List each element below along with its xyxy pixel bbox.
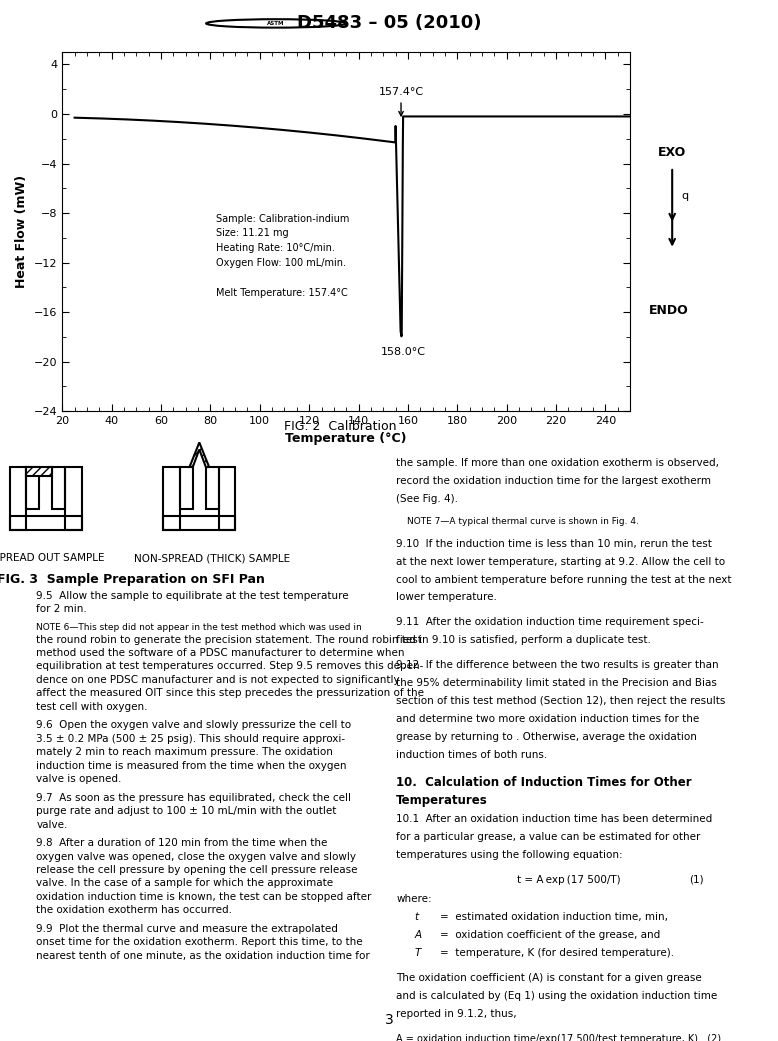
Bar <box>163 516 235 530</box>
Text: NON-SPREAD (THICK) SAMPLE: NON-SPREAD (THICK) SAMPLE <box>135 554 290 563</box>
Text: D5483 – 05 (2010): D5483 – 05 (2010) <box>296 15 482 32</box>
Text: 9.11  After the oxidation induction time requirement speci-: 9.11 After the oxidation induction time … <box>396 617 704 628</box>
Text: release the cell pressure by opening the cell pressure release: release the cell pressure by opening the… <box>37 865 358 875</box>
Bar <box>52 467 65 509</box>
Text: 9.10  If the induction time is less than 10 min, rerun the test: 9.10 If the induction time is less than … <box>396 539 712 549</box>
Text: induction time is measured from the time when the oxygen: induction time is measured from the time… <box>37 761 347 770</box>
Text: 9.6  Open the oxygen valve and slowly pressurize the cell to: 9.6 Open the oxygen valve and slowly pre… <box>37 720 352 731</box>
Text: the oxidation exotherm has occurred.: the oxidation exotherm has occurred. <box>37 906 233 915</box>
Text: 9.5  Allow the sample to equilibrate at the test temperature: 9.5 Allow the sample to equilibrate at t… <box>37 591 349 601</box>
Text: record the oxidation induction time for the largest exotherm: record the oxidation induction time for … <box>396 477 711 486</box>
Text: Temperatures: Temperatures <box>396 794 488 807</box>
Polygon shape <box>190 442 209 467</box>
Text: 157.4°C: 157.4°C <box>378 87 423 116</box>
Text: affect the measured OIT since this step precedes the pressurization of the: affect the measured OIT since this step … <box>37 688 425 699</box>
Text: cool to ambient temperature before running the test at the next: cool to ambient temperature before runni… <box>396 575 732 585</box>
Text: A = oxidation induction time/exp(17 500/test temperature, K).  (2): A = oxidation induction time/exp(17 500/… <box>396 1034 721 1041</box>
Text: for 2 min.: for 2 min. <box>37 605 87 614</box>
Text: t = A exp (17 500/T): t = A exp (17 500/T) <box>517 874 621 885</box>
Text: 9.8  After a duration of 120 min from the time when the: 9.8 After a duration of 120 min from the… <box>37 838 328 848</box>
Text: oxygen valve was opened, close the oxygen valve and slowly: oxygen valve was opened, close the oxyge… <box>37 852 356 862</box>
Text: method used the software of a PDSC manufacturer to determine when: method used the software of a PDSC manuf… <box>37 648 405 658</box>
Text: lower temperature.: lower temperature. <box>396 592 497 603</box>
Text: (1): (1) <box>689 874 703 885</box>
Text: section of this test method (Section 12), then reject the results: section of this test method (Section 12)… <box>396 696 726 706</box>
Text: and is calculated by (Eq 1) using the oxidation induction time: and is calculated by (Eq 1) using the ox… <box>396 991 717 1000</box>
Text: 158.0°C: 158.0°C <box>381 348 426 357</box>
Text: NOTE 7—A typical thermal curve is shown in Fig. 4.: NOTE 7—A typical thermal curve is shown … <box>408 517 640 527</box>
Bar <box>26 467 52 476</box>
Bar <box>26 467 39 509</box>
Text: (See Fig. 4).: (See Fig. 4). <box>396 494 458 504</box>
Text: 10.  Calculation of Induction Times for Other: 10. Calculation of Induction Times for O… <box>396 777 692 789</box>
Text: ASTM: ASTM <box>268 21 285 26</box>
X-axis label: Temperature (°C): Temperature (°C) <box>286 432 407 445</box>
Text: for a particular grease, a value can be estimated for other: for a particular grease, a value can be … <box>396 832 701 842</box>
Text: 9.12  If the difference between the two results is greater than: 9.12 If the difference between the two r… <box>396 660 719 670</box>
Text: Sample: Calibration-indium
Size: 11.21 mg
Heating Rate: 10°C/min.
Oxygen Flow: 1: Sample: Calibration-indium Size: 11.21 m… <box>216 213 349 298</box>
Text: the sample. If more than one oxidation exotherm is observed,: the sample. If more than one oxidation e… <box>396 458 720 468</box>
Text: =  estimated oxidation induction time, min,: = estimated oxidation induction time, mi… <box>440 912 668 922</box>
Text: purge rate and adjust to 100 ± 10 mL/min with the outlet: purge rate and adjust to 100 ± 10 mL/min… <box>37 806 337 816</box>
Bar <box>65 467 82 530</box>
Text: FIG. 2  Calibration: FIG. 2 Calibration <box>284 420 396 433</box>
Text: =  oxidation coefficient of the grease, and: = oxidation coefficient of the grease, a… <box>440 930 661 940</box>
Text: fied in 9.10 is satisfied, perform a duplicate test.: fied in 9.10 is satisfied, perform a dup… <box>396 635 651 645</box>
Text: at the next lower temperature, starting at 9.2. Allow the cell to: at the next lower temperature, starting … <box>396 557 725 566</box>
Text: 3: 3 <box>384 1013 394 1027</box>
Text: and determine two more oxidation induction times for the: and determine two more oxidation inducti… <box>396 714 699 723</box>
Text: EXO: EXO <box>658 146 686 159</box>
Text: the round robin to generate the precision statement. The round robin test: the round robin to generate the precisio… <box>37 635 422 644</box>
Text: The oxidation coefficient (A) is constant for a given grease: The oxidation coefficient (A) is constan… <box>396 973 702 983</box>
Y-axis label: Heat Flow (mW): Heat Flow (mW) <box>16 175 28 288</box>
Text: onset time for the oxidation exotherm. Report this time, to the: onset time for the oxidation exotherm. R… <box>37 937 363 947</box>
Text: temperatures using the following equation:: temperatures using the following equatio… <box>396 849 623 860</box>
Text: FIG. 3  Sample Preparation on SFI Pan: FIG. 3 Sample Preparation on SFI Pan <box>0 573 265 586</box>
Text: 10.1  After an oxidation induction time has been determined: 10.1 After an oxidation induction time h… <box>396 814 713 823</box>
Text: SPREAD OUT SAMPLE: SPREAD OUT SAMPLE <box>0 554 105 563</box>
Bar <box>180 467 193 509</box>
Text: =  temperature, K (for desired temperature).: = temperature, K (for desired temperatur… <box>440 948 675 958</box>
Bar <box>10 467 26 530</box>
Text: 9.9  Plot the thermal curve and measure the extrapolated: 9.9 Plot the thermal curve and measure t… <box>37 924 338 934</box>
Text: where:: where: <box>396 894 432 905</box>
Text: induction times of both runs.: induction times of both runs. <box>396 750 548 760</box>
Bar <box>10 516 82 530</box>
Text: nearest tenth of one minute, as the oxidation induction time for: nearest tenth of one minute, as the oxid… <box>37 950 370 961</box>
Text: mately 2 min to reach maximum pressure. The oxidation: mately 2 min to reach maximum pressure. … <box>37 747 333 757</box>
Text: ENDO: ENDO <box>649 304 689 318</box>
Text: 3.5 ± 0.2 MPa (500 ± 25 psig). This should require approxi-: 3.5 ± 0.2 MPa (500 ± 25 psig). This shou… <box>37 734 345 743</box>
Text: valve is opened.: valve is opened. <box>37 773 122 784</box>
Text: valve. In the case of a sample for which the approximate: valve. In the case of a sample for which… <box>37 879 334 888</box>
Bar <box>206 467 219 509</box>
Text: the 95% determinability limit stated in the Precision and Bias: the 95% determinability limit stated in … <box>396 678 717 688</box>
Text: grease by returning to . Otherwise, average the oxidation: grease by returning to . Otherwise, aver… <box>396 732 697 742</box>
Text: oxidation induction time is known, the test can be stopped after: oxidation induction time is known, the t… <box>37 892 372 902</box>
Text: t: t <box>415 912 419 922</box>
Text: T: T <box>415 948 421 958</box>
Bar <box>219 467 235 530</box>
Text: 9.7  As soon as the pressure has equilibrated, check the cell: 9.7 As soon as the pressure has equilibr… <box>37 792 352 803</box>
Text: q: q <box>682 191 689 201</box>
Text: reported in 9.1.2, thus,: reported in 9.1.2, thus, <box>396 1009 517 1019</box>
Text: NOTE 6—This step did not appear in the test method which was used in: NOTE 6—This step did not appear in the t… <box>37 624 363 632</box>
Text: A: A <box>415 930 422 940</box>
Text: valve.: valve. <box>37 819 68 830</box>
Text: dence on one PDSC manufacturer and is not expected to significantly: dence on one PDSC manufacturer and is no… <box>37 675 400 685</box>
Bar <box>163 467 180 530</box>
Text: equilibration at test temperatures occurred. Step 9.5 removes this depen-: equilibration at test temperatures occur… <box>37 661 424 671</box>
Text: test cell with oxygen.: test cell with oxygen. <box>37 702 148 712</box>
